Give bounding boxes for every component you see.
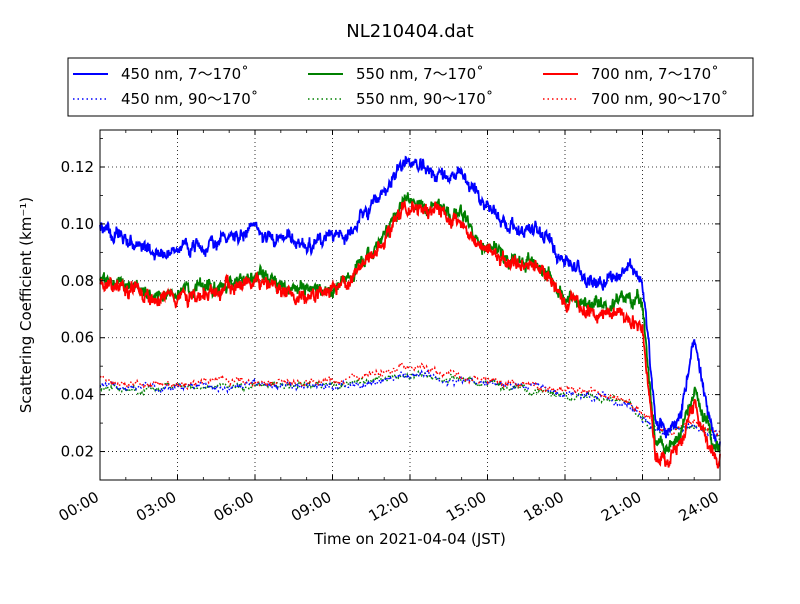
series-line-1	[99, 155, 721, 451]
chart-title: NL210404.dat	[346, 21, 473, 42]
series-line-5	[99, 199, 721, 469]
axis-ticks	[99, 130, 721, 481]
x-tick-label: 18:00	[521, 488, 567, 525]
legend-frame	[67, 57, 754, 117]
legend-label-6: 700 nm, 90～170˚	[591, 90, 728, 108]
legend-label-2: 450 nm, 90～170˚	[121, 90, 258, 108]
x-tick-labels: 00:00 03:00 06:00 09:00 12:00 15:00 18:00 21:00…	[56, 488, 722, 525]
x-axis-label: Time on 2021-04-04 (JST)	[313, 530, 506, 548]
legend-label-5: 700 nm, 7～170˚	[591, 65, 719, 83]
y-tick-label: 0.04	[61, 386, 94, 404]
series-line-2	[99, 369, 721, 439]
y-tick-label: 0.12	[61, 158, 94, 176]
x-tick-label: 09:00	[288, 488, 334, 525]
series-layer	[99, 155, 721, 469]
grid	[100, 130, 720, 480]
x-tick-label: 06:00	[211, 488, 257, 525]
x-tick-label: 12:00	[366, 488, 412, 525]
y-tick-label: 0.08	[61, 272, 94, 290]
x-tick-label: 03:00	[133, 488, 179, 525]
x-tick-label: 21:00	[598, 488, 644, 525]
y-tick-label: 0.02	[61, 443, 94, 461]
series-line-6	[99, 360, 721, 437]
x-tick-label: 00:00	[56, 488, 102, 525]
x-tick-label: 24:00	[676, 488, 722, 525]
x-tick-label: 15:00	[443, 488, 489, 525]
y-tick-label: 0.06	[61, 329, 94, 347]
y-tick-labels: 0.02 0.04 0.06 0.08 0.10 0.12	[61, 158, 94, 461]
legend-label-1: 450 nm, 7～170˚	[121, 65, 249, 83]
legend-label-4: 550 nm, 90～170˚	[356, 90, 493, 108]
y-tick-label: 0.10	[61, 215, 94, 233]
series-line-4	[99, 369, 721, 440]
legend: 450 nm, 7～170˚ 450 nm, 90～170˚ 550 nm, 7～1…	[67, 57, 754, 117]
y-axis-label: Scattering Coefficient (km⁻¹)	[17, 197, 35, 413]
legend-label-3: 550 nm, 7～170˚	[356, 65, 484, 83]
